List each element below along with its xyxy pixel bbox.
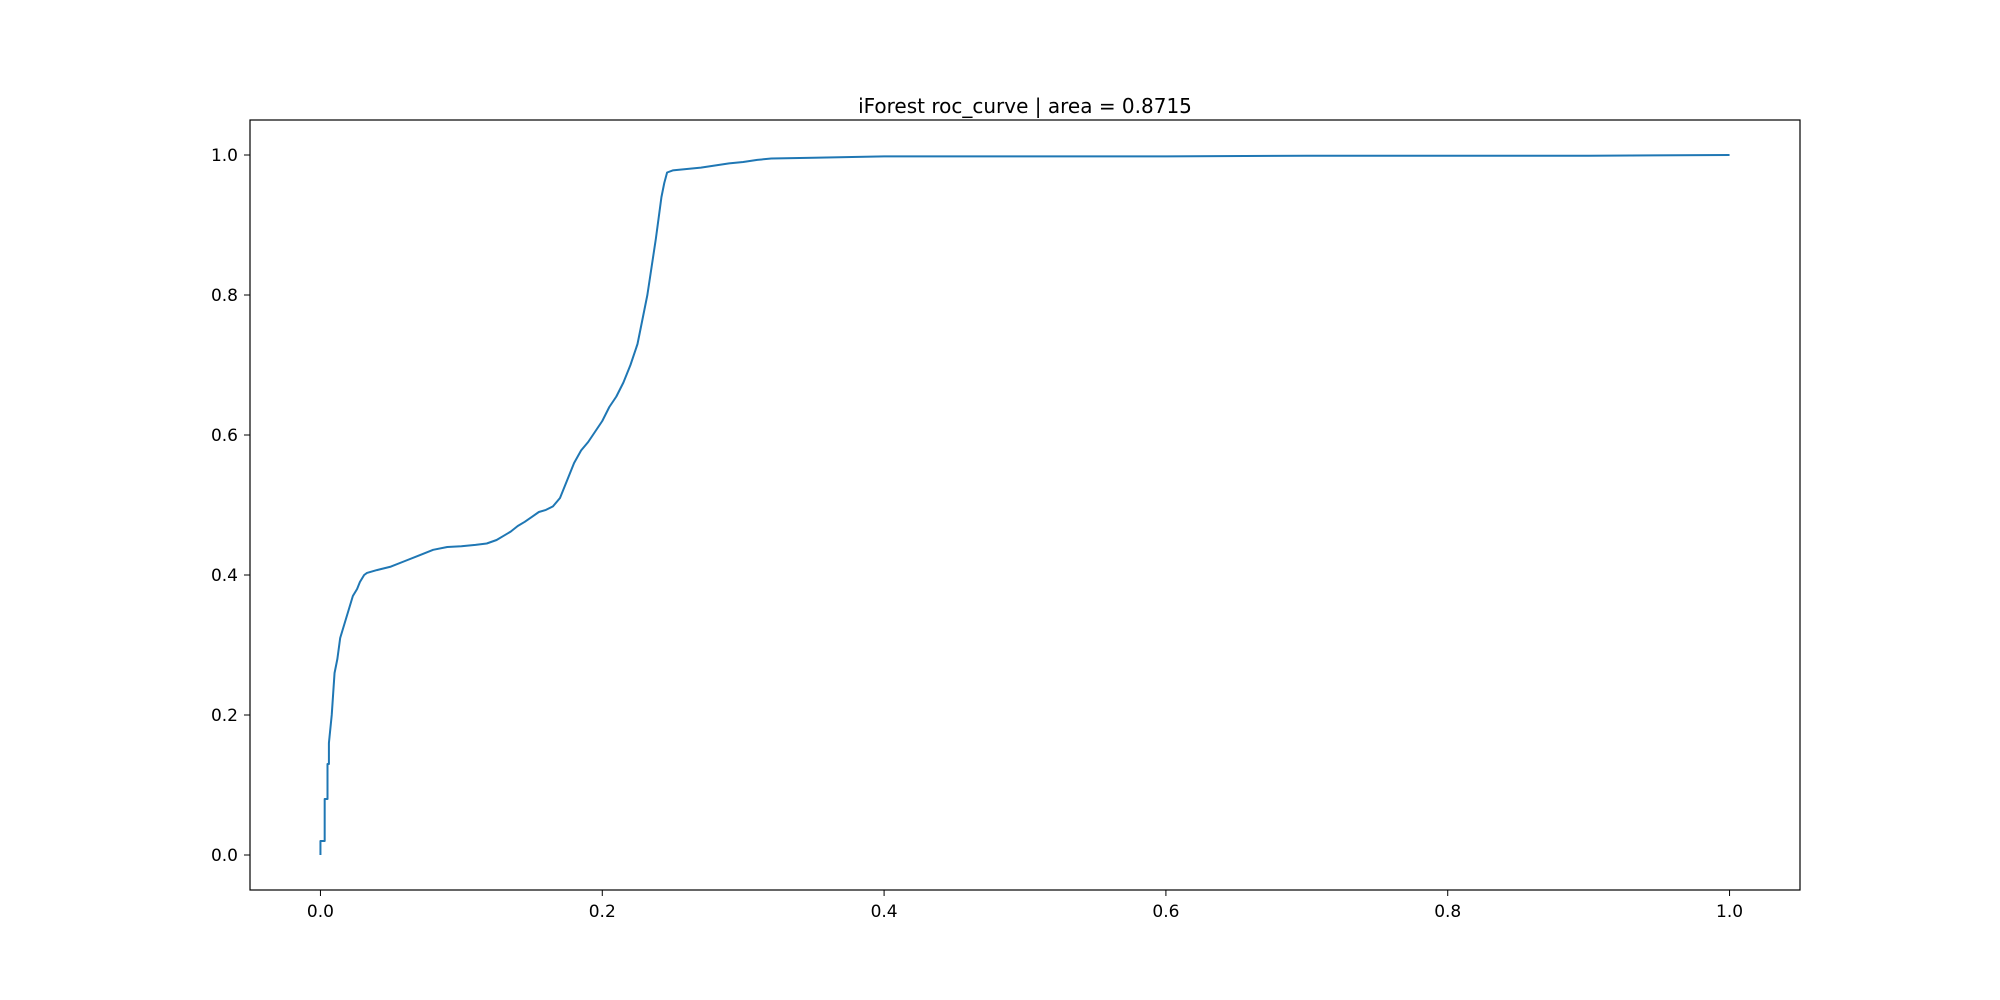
- y-tick-label: 0.8: [211, 286, 238, 306]
- plot-frame: [249, 119, 1801, 891]
- x-tick-label: 0.2: [589, 902, 616, 922]
- y-axis: 0.0 0.2 0.4 0.6 0.8 1.0: [211, 146, 250, 866]
- y-tick-label: 0.4: [211, 566, 238, 586]
- y-tick-label: 0.2: [211, 706, 238, 726]
- y-tick-label: 0.6: [211, 426, 238, 446]
- y-tick-label: 1.0: [211, 146, 238, 166]
- x-tick-label: 0.8: [1434, 902, 1461, 922]
- roc-curve-line: [319, 154, 1730, 855]
- x-tick-label: 0.6: [1152, 902, 1179, 922]
- x-tick-label: 0.4: [871, 902, 898, 922]
- chart-title: iForest roc_curve | area = 0.8715: [858, 94, 1192, 118]
- x-tick-label: 0.0: [307, 902, 334, 922]
- y-tick-label: 0.0: [211, 846, 238, 866]
- plot-area: [250, 120, 1800, 890]
- x-tick-label: 1.0: [1716, 902, 1743, 922]
- x-axis: 0.0 0.2 0.4 0.6 0.8 1.0: [307, 890, 1743, 922]
